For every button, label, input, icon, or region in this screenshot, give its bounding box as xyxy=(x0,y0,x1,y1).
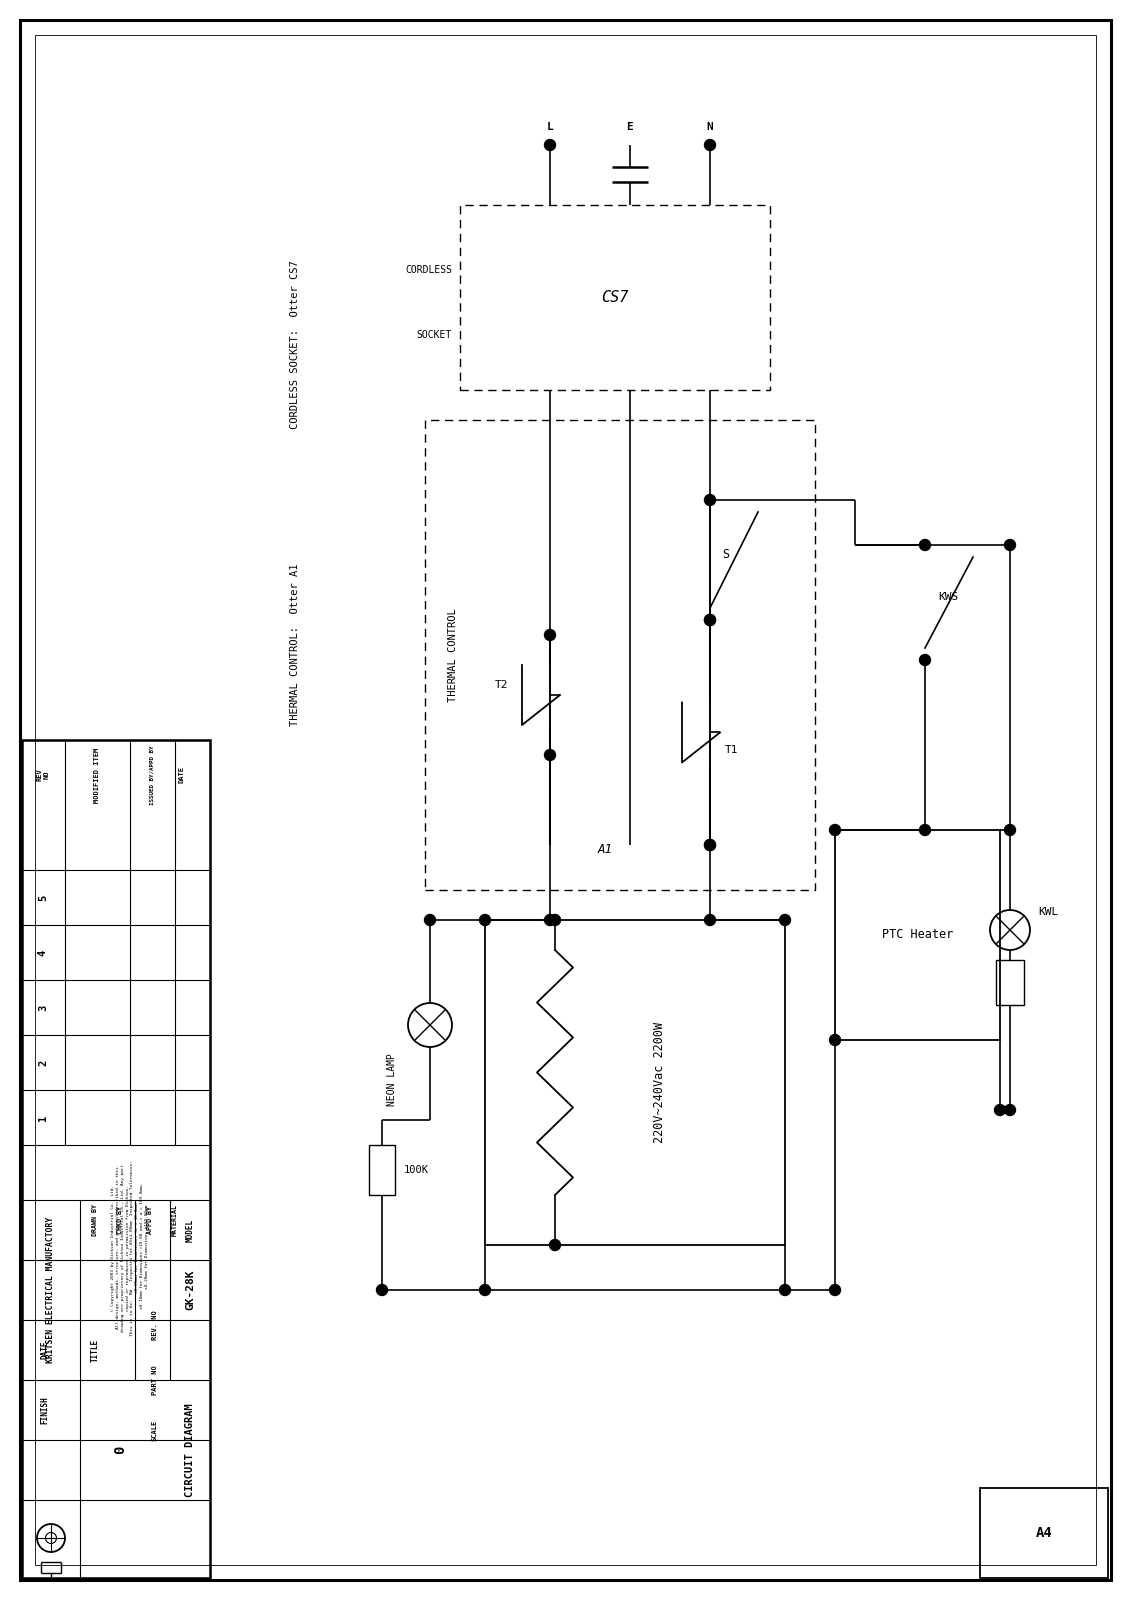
Text: KWS: KWS xyxy=(938,592,958,603)
Circle shape xyxy=(377,1285,388,1296)
Bar xyxy=(485,920,785,1245)
Circle shape xyxy=(544,629,555,640)
Text: A4: A4 xyxy=(1036,1526,1052,1539)
Circle shape xyxy=(829,824,840,835)
Text: L: L xyxy=(546,122,553,133)
Circle shape xyxy=(424,915,435,925)
Text: THERMAL CONTROL:  Otter A1: THERMAL CONTROL: Otter A1 xyxy=(290,563,300,726)
Bar xyxy=(21,739,210,1578)
Text: REV
NO: REV NO xyxy=(36,768,50,781)
Text: PART NO: PART NO xyxy=(152,1365,158,1395)
Text: GK-28K: GK-28K xyxy=(185,1270,195,1310)
Circle shape xyxy=(1004,1104,1016,1115)
Circle shape xyxy=(705,139,716,150)
Bar xyxy=(996,960,1024,1005)
Text: MATERIAL: MATERIAL xyxy=(172,1203,178,1235)
Circle shape xyxy=(994,1104,1005,1115)
Text: E: E xyxy=(627,122,633,133)
Text: SOCKET: SOCKET xyxy=(416,330,452,339)
Circle shape xyxy=(480,1285,491,1296)
Text: 3: 3 xyxy=(38,1005,48,1011)
Text: T2: T2 xyxy=(495,680,509,690)
Circle shape xyxy=(550,1240,561,1251)
Text: © Copyright 2003 by Dickson Industrial Co., Ltd.
All design, methods, structure,: © Copyright 2003 by Dickson Industrial C… xyxy=(111,1160,149,1336)
Text: DATE: DATE xyxy=(179,766,185,784)
Text: 1: 1 xyxy=(38,1114,48,1120)
Text: NEON LAMP: NEON LAMP xyxy=(387,1053,397,1107)
Text: T1: T1 xyxy=(725,746,739,755)
Text: CORDLESS: CORDLESS xyxy=(405,264,452,275)
Circle shape xyxy=(544,749,555,760)
Circle shape xyxy=(705,614,716,626)
Text: DATE: DATE xyxy=(41,1341,50,1360)
Text: CIRCUIT DIAGRAM: CIRCUIT DIAGRAM xyxy=(185,1403,195,1498)
Text: 2: 2 xyxy=(38,1059,48,1066)
Text: MODEL: MODEL xyxy=(185,1219,195,1242)
Text: 220V~240Vac 2200W: 220V~240Vac 2200W xyxy=(654,1022,666,1142)
Circle shape xyxy=(779,1285,791,1296)
Circle shape xyxy=(779,915,791,925)
Text: SCALE: SCALE xyxy=(152,1419,158,1440)
Text: FINISH: FINISH xyxy=(41,1397,50,1424)
Text: N: N xyxy=(707,122,714,133)
Text: 5: 5 xyxy=(38,894,48,901)
Text: PTC Heater: PTC Heater xyxy=(882,928,953,941)
Bar xyxy=(369,1146,395,1195)
Text: KWL: KWL xyxy=(1038,907,1059,917)
Circle shape xyxy=(705,840,716,851)
Text: DRAWN BY: DRAWN BY xyxy=(92,1203,98,1235)
Text: 0: 0 xyxy=(113,1446,127,1454)
Circle shape xyxy=(544,139,555,150)
Text: 100K: 100K xyxy=(404,1165,429,1174)
Circle shape xyxy=(829,1285,840,1296)
Circle shape xyxy=(544,915,555,925)
Text: THERMAL CONTROL: THERMAL CONTROL xyxy=(448,608,458,702)
Circle shape xyxy=(1004,539,1016,550)
Circle shape xyxy=(920,824,931,835)
Text: TITLE: TITLE xyxy=(90,1339,100,1362)
Circle shape xyxy=(550,915,561,925)
Circle shape xyxy=(705,915,716,925)
Bar xyxy=(460,205,770,390)
Text: MODIFIED ITEM: MODIFIED ITEM xyxy=(94,747,100,803)
Text: ISSUED BY/APPD BY: ISSUED BY/APPD BY xyxy=(149,746,155,805)
Bar xyxy=(979,1488,1108,1578)
Circle shape xyxy=(920,654,931,666)
Circle shape xyxy=(480,915,491,925)
Circle shape xyxy=(705,494,716,506)
Text: CHKD BY: CHKD BY xyxy=(116,1206,123,1234)
Text: 4: 4 xyxy=(38,949,48,955)
Circle shape xyxy=(920,539,931,550)
Text: APPD BY: APPD BY xyxy=(147,1206,153,1234)
Text: CS7: CS7 xyxy=(602,290,629,306)
Text: A1: A1 xyxy=(597,843,613,856)
Bar xyxy=(425,419,815,890)
Circle shape xyxy=(829,1035,840,1045)
Bar xyxy=(835,830,1000,1040)
Text: S: S xyxy=(722,549,729,562)
Circle shape xyxy=(705,840,716,851)
Circle shape xyxy=(1004,824,1016,835)
Text: KRITSEN ELECTRICAL MANUFACTORY: KRITSEN ELECTRICAL MANUFACTORY xyxy=(46,1218,55,1363)
Text: CORDLESS SOCKET:  Otter CS7: CORDLESS SOCKET: Otter CS7 xyxy=(290,261,300,429)
Text: REV. NO: REV. NO xyxy=(152,1310,158,1339)
Circle shape xyxy=(705,614,716,626)
